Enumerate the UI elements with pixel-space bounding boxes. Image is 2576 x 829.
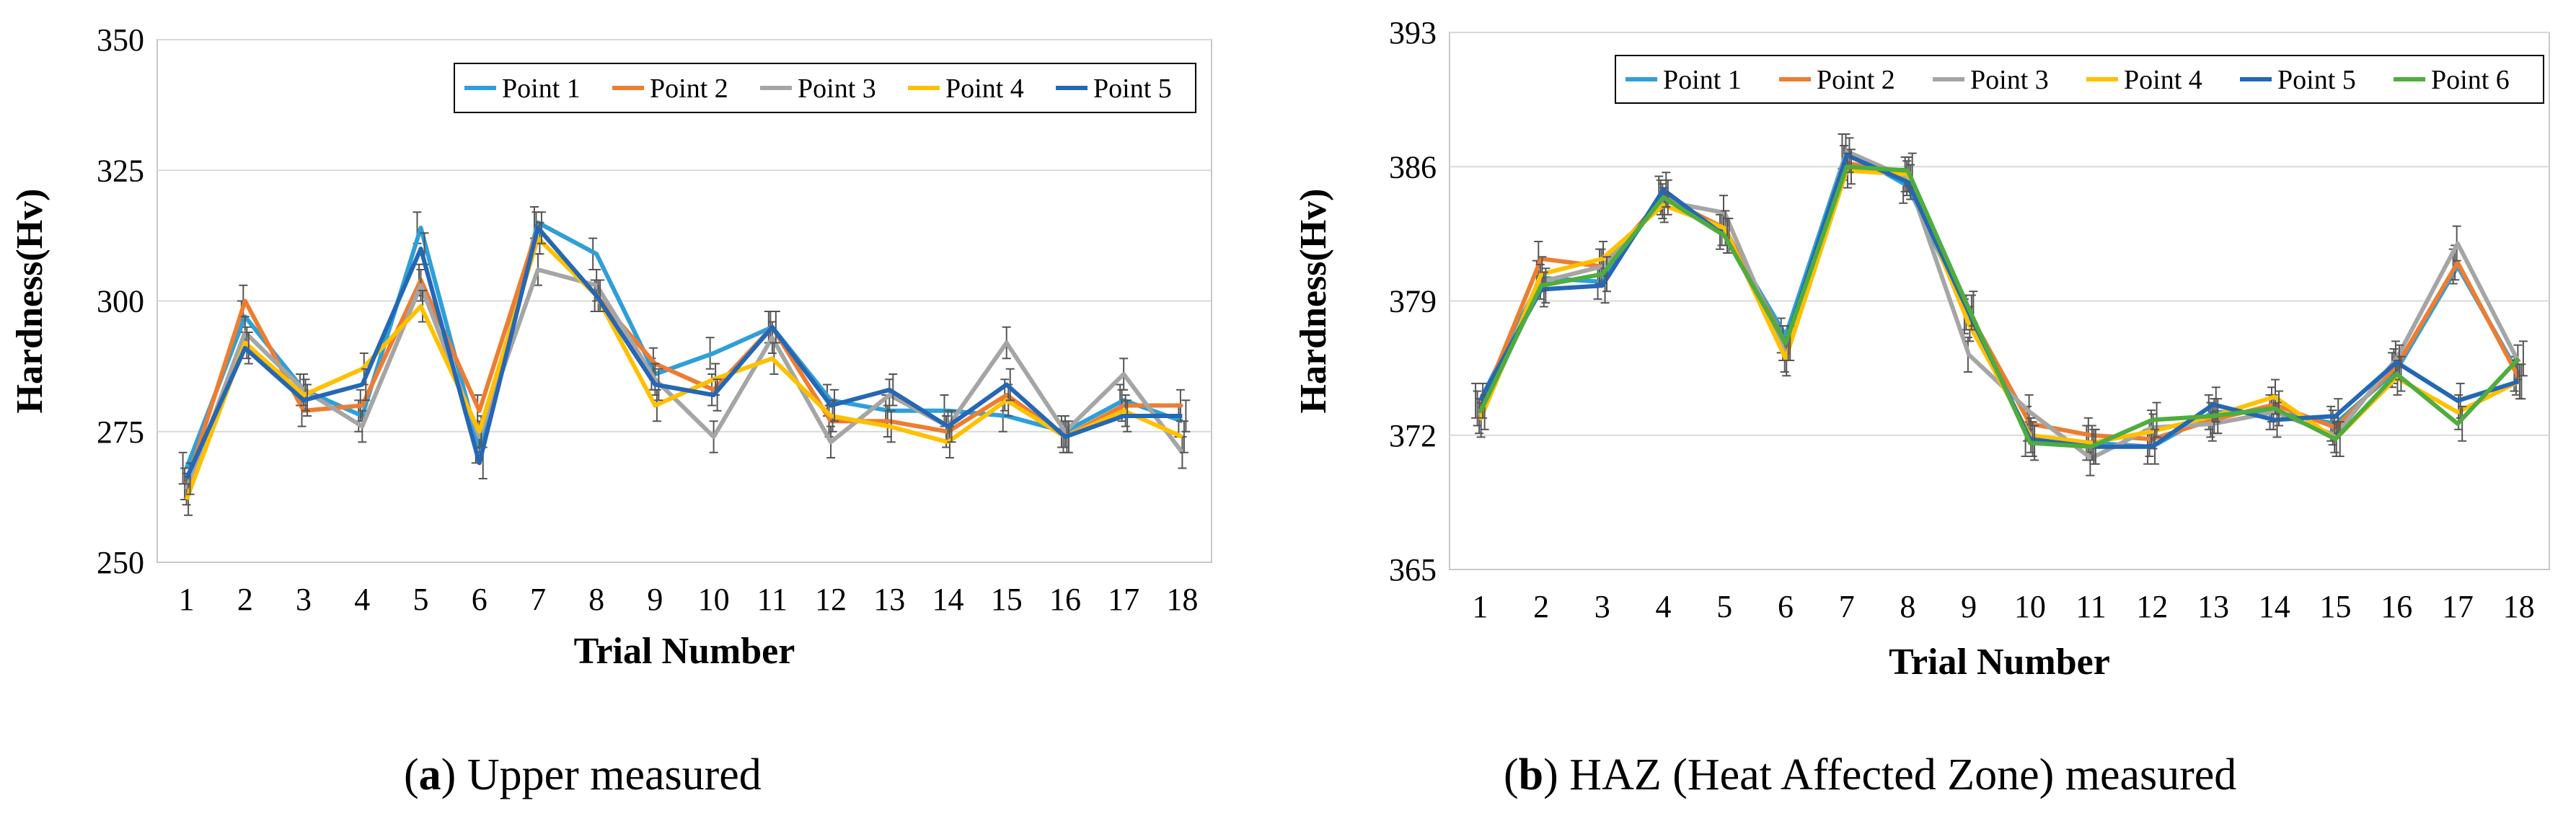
x-tick-label: 12 <box>2136 589 2168 624</box>
x-tick-label: 18 <box>2503 589 2535 624</box>
y-tick-label: 300 <box>97 284 144 319</box>
series-line <box>184 226 1183 485</box>
x-tick-label: 13 <box>873 582 905 617</box>
legend-label: Point 4 <box>2124 65 2202 95</box>
x-axis-title: Trial Number <box>574 631 795 672</box>
series-line <box>184 226 1183 480</box>
x-tick-label: 6 <box>1778 589 1794 624</box>
y-tick-label: 350 <box>97 22 144 58</box>
series-line <box>184 267 1184 490</box>
x-tick-label: 14 <box>932 582 964 617</box>
series-line <box>184 220 1183 469</box>
x-tick-label: 17 <box>2442 589 2474 624</box>
series-point-3 <box>182 253 1187 506</box>
y-tick-label: 365 <box>1389 552 1437 588</box>
legend-label: Point 3 <box>1970 65 2049 95</box>
legend-label: Point 4 <box>945 74 1024 104</box>
y-tick-label: 372 <box>1389 418 1437 453</box>
caption-a-text: Upper measured <box>456 750 762 799</box>
x-tick-label: 16 <box>2381 589 2412 624</box>
series-point-1 <box>178 206 1183 485</box>
legend: Point 1 Point 2 Point 3 Point 4 Point 5 Point… <box>1615 55 2544 104</box>
x-tick-label: 12 <box>815 582 847 617</box>
x-tick-label: 16 <box>1049 582 1081 617</box>
x-tick-label: 4 <box>354 582 370 617</box>
x-tick-label: 11 <box>2076 589 2106 624</box>
y-tick-label: 386 <box>1389 149 1437 185</box>
x-tick-label: 7 <box>1839 589 1855 624</box>
caption-b-label: b <box>1518 750 1544 799</box>
x-tick-label: 17 <box>1108 582 1139 617</box>
y-tick-label: 250 <box>97 545 144 580</box>
series-point-4 <box>1476 152 2524 461</box>
x-tick-label: 7 <box>530 582 546 617</box>
x-tick-label: 8 <box>1900 589 1915 624</box>
x-tick-label: 3 <box>296 582 312 617</box>
caption-b-close: ) <box>1543 750 1558 799</box>
caption-b-text: HAZ (Heat Affected Zone) measured <box>1558 750 2237 799</box>
x-tick-label: 8 <box>588 582 604 617</box>
legend-label: Point 6 <box>2431 65 2510 95</box>
caption-a-open: ( <box>404 750 419 799</box>
legend-label: Point 1 <box>502 74 581 104</box>
x-tick-label: 15 <box>2319 589 2351 624</box>
x-tick-label: 3 <box>1594 589 1610 624</box>
legend-label: Point 5 <box>2277 65 2356 95</box>
caption-a-close: ) <box>441 750 456 799</box>
y-axis-title: Hardness(Hv) <box>1293 189 1334 414</box>
series-point-2 <box>180 211 1185 500</box>
legend-label: Point 3 <box>798 74 876 104</box>
x-tick-label: 5 <box>1716 589 1732 624</box>
x-tick-label: 9 <box>1961 589 1977 624</box>
legend-label: Point 5 <box>1093 74 1172 104</box>
y-tick-label: 379 <box>1389 284 1437 319</box>
x-tick-label: 15 <box>991 582 1023 617</box>
x-tick-label: 2 <box>1533 589 1549 624</box>
x-tick-label: 4 <box>1656 589 1672 624</box>
series-line <box>184 236 1183 501</box>
series-point-4 <box>184 221 1188 516</box>
y-tick-label: 393 <box>1389 15 1437 50</box>
caption-a: (a) Upper measured <box>404 750 762 801</box>
y-tick-label: 325 <box>97 153 144 188</box>
x-axis-title: Trial Number <box>1889 642 2110 683</box>
x-tick-label: 11 <box>757 582 788 617</box>
x-tick-label: 10 <box>2014 589 2046 624</box>
series-line <box>1478 164 2520 449</box>
x-tick-label: 1 <box>179 582 195 617</box>
caption-a-label: a <box>418 750 441 799</box>
x-tick-label: 10 <box>698 582 730 617</box>
x-tick-label: 18 <box>1166 582 1198 617</box>
x-tick-label: 14 <box>2259 589 2290 624</box>
x-tick-label: 2 <box>237 582 253 617</box>
series-point-3 <box>1475 133 2523 476</box>
legend-box <box>1615 55 2544 104</box>
x-tick-label: 5 <box>413 582 429 617</box>
x-tick-label: 13 <box>2197 589 2229 624</box>
caption-b: (b) HAZ (Heat Affected Zone) measured <box>1504 750 2236 801</box>
x-tick-label: 9 <box>647 582 663 617</box>
y-tick-label: 275 <box>97 414 144 450</box>
series-point-5 <box>184 211 1191 495</box>
legend: Point 1 Point 2 Point 3 Point 4 Point 5 <box>454 63 1196 113</box>
y-axis-title: Hardness(Hv) <box>9 189 50 414</box>
x-tick-label: 6 <box>472 582 488 617</box>
x-tick-label: 1 <box>1472 589 1488 624</box>
legend-label: Point 2 <box>1817 65 1895 95</box>
legend-label: Point 2 <box>650 74 728 104</box>
legend-label: Point 1 <box>1663 65 1742 95</box>
series-point-6 <box>1478 148 2528 465</box>
caption-b-open: ( <box>1504 750 1519 799</box>
